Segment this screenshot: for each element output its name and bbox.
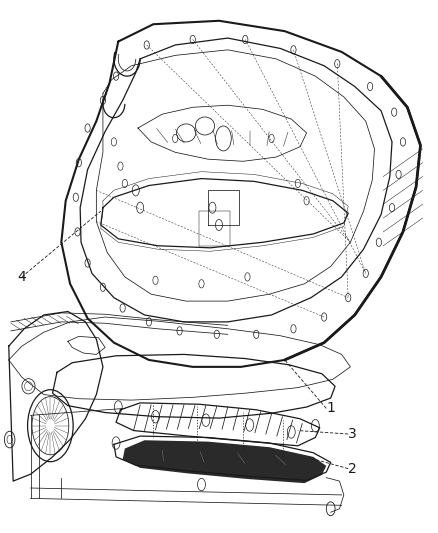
Text: 3: 3 xyxy=(348,427,357,441)
Polygon shape xyxy=(123,440,326,483)
Text: 4: 4 xyxy=(18,270,26,284)
Text: 1: 1 xyxy=(326,401,335,415)
Text: 2: 2 xyxy=(348,462,357,475)
